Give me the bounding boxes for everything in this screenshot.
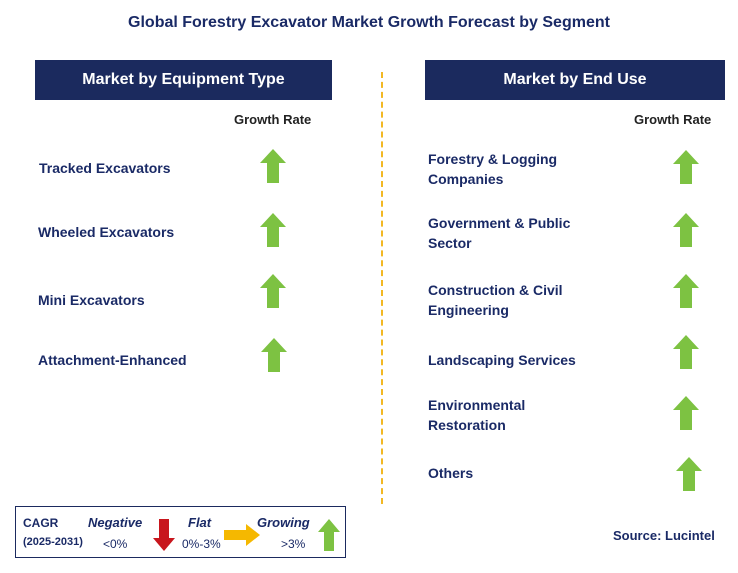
equipment-type-header: Market by Equipment Type bbox=[35, 60, 332, 100]
negative-arrow-icon bbox=[153, 519, 175, 551]
growing-arrow-icon bbox=[261, 338, 287, 372]
end-use-header: Market by End Use bbox=[425, 60, 725, 100]
segment-label-line: Others bbox=[428, 465, 474, 481]
growing-arrow-icon bbox=[673, 150, 699, 184]
segment-environmental-restoration: Environmental Restoration bbox=[428, 395, 525, 435]
legend-flat-label: Flat bbox=[188, 515, 212, 530]
segment-label-line: Restoration bbox=[428, 417, 506, 433]
segment-label-line: Forestry & Logging bbox=[428, 151, 558, 167]
flat-arrow-icon bbox=[224, 524, 260, 546]
segment-label-line: Landscaping Services bbox=[428, 352, 576, 368]
legend-flat-range: 0%-3% bbox=[182, 537, 221, 551]
growing-arrow-icon bbox=[673, 213, 699, 247]
growing-arrow-icon bbox=[673, 335, 699, 369]
legend-cagr-label: CAGR bbox=[23, 516, 59, 530]
segment-landscaping-services: Landscaping Services bbox=[428, 350, 576, 370]
segment-label-line: Construction & Civil bbox=[428, 282, 563, 298]
legend-growing-range: >3% bbox=[281, 537, 306, 551]
growing-arrow-icon bbox=[260, 213, 286, 247]
growing-arrow-icon bbox=[673, 396, 699, 430]
segment-attachment-enhanced: Attachment-Enhanced bbox=[38, 352, 187, 368]
legend-negative-label: Negative bbox=[88, 515, 143, 530]
segment-mini-excavators: Mini Excavators bbox=[38, 292, 145, 308]
segment-label-line: Sector bbox=[428, 235, 472, 251]
legend-period: (2025-2031) bbox=[23, 536, 83, 548]
right-growth-rate-label: Growth Rate bbox=[634, 112, 712, 127]
legend-growing-label: Growing bbox=[257, 515, 310, 530]
segment-government-public: Government & Public Sector bbox=[428, 213, 570, 253]
growing-arrow-icon bbox=[260, 274, 286, 308]
segment-others: Others bbox=[428, 463, 473, 483]
segment-label-line: Companies bbox=[428, 171, 504, 187]
growing-arrow-icon bbox=[318, 519, 340, 551]
chart-title: Global Forestry Excavator Market Growth … bbox=[128, 14, 610, 31]
segment-construction-civil: Construction & Civil Engineering bbox=[428, 280, 563, 320]
panel-divider bbox=[381, 72, 383, 504]
cagr-legend: CAGR (2025-2031) Negative <0% Flat 0%-3%… bbox=[15, 506, 346, 558]
segment-label-line: Engineering bbox=[428, 302, 509, 318]
segment-wheeled-excavators: Wheeled Excavators bbox=[38, 224, 175, 240]
segment-tracked-excavators: Tracked Excavators bbox=[39, 160, 171, 176]
growing-arrow-icon bbox=[260, 149, 286, 183]
growing-arrow-icon bbox=[673, 274, 699, 308]
growing-arrow-icon bbox=[676, 457, 702, 491]
segment-label-line: Government & Public bbox=[428, 215, 571, 231]
source-note: Source: Lucintel bbox=[613, 528, 715, 543]
segment-forestry-logging: Forestry & Logging Companies bbox=[428, 149, 557, 189]
legend-negative-range: <0% bbox=[103, 537, 128, 551]
left-growth-rate-label: Growth Rate bbox=[234, 112, 312, 127]
segment-label-line: Environmental bbox=[428, 397, 526, 413]
